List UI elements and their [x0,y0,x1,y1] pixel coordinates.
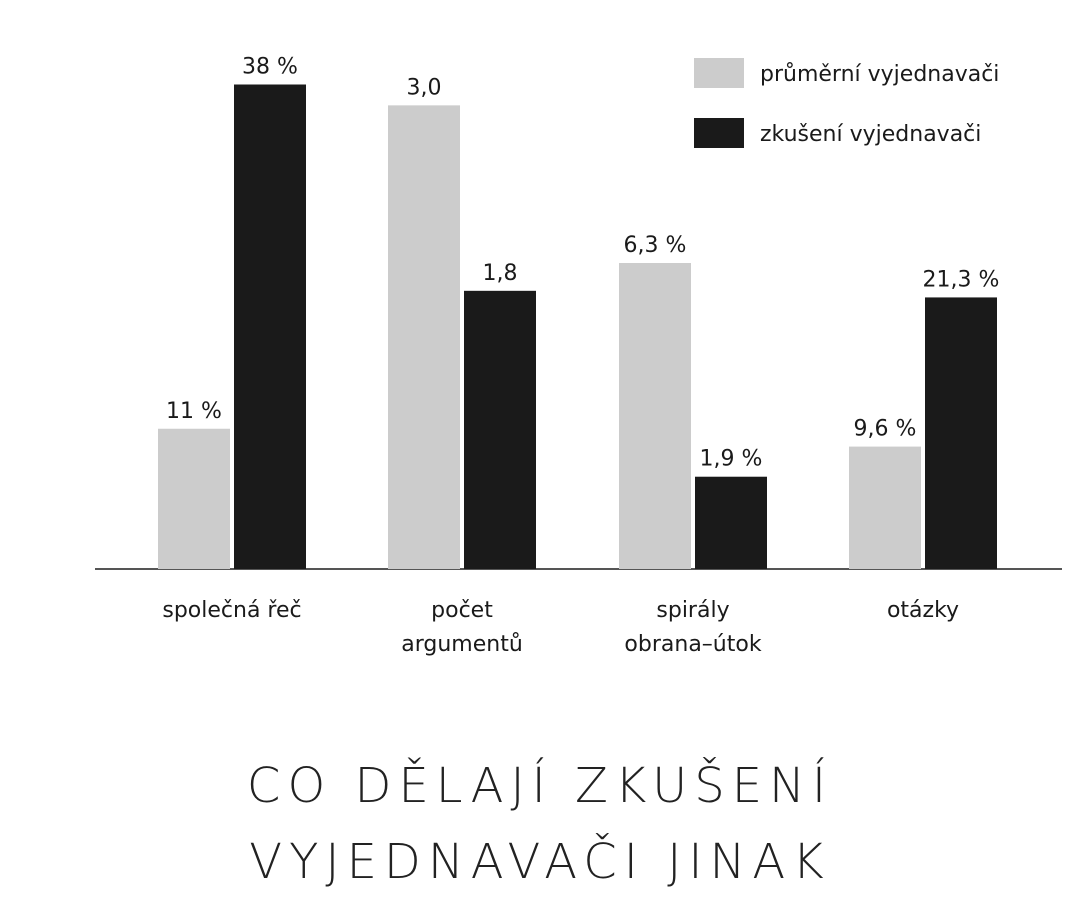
category-label-2-line-1: obrana–útok [624,632,761,657]
category-label-2-line-0: spirály [656,598,729,623]
bar-experienced-1 [464,290,536,569]
data-label-experienced-1: 1,8 [483,261,518,286]
bar-average-2 [619,263,691,569]
data-label-average-1: 3,0 [407,75,442,100]
legend-swatch-average [694,58,744,88]
bar-average-0 [158,428,230,569]
legend-label-experienced: zkušení vyjednavači [760,122,981,147]
category-label-1-line-1: argumentů [401,632,523,657]
bar-experienced-3 [925,297,997,569]
legend-swatch-experienced [694,118,744,148]
data-label-experienced-3: 21,3 % [923,267,1000,292]
chart-title-line-1: CO DĚLAJÍ ZKUŠENÍ [246,758,834,814]
category-label-1-line-0: počet [431,598,493,623]
legend-label-average: průměrní vyjednavači [760,62,999,87]
bar-average-3 [849,446,921,569]
category-label-0-line-0: společná řeč [162,598,301,623]
chart-title-line-2: VYJEDNAVAČI JINAK [249,834,831,890]
category-label-3-line-0: otázky [887,598,959,623]
data-label-average-0: 11 % [166,399,222,424]
bar-experienced-0 [234,84,306,569]
data-label-experienced-2: 1,9 % [700,447,763,472]
data-label-experienced-0: 38 % [242,55,298,80]
bar-average-1 [388,105,460,569]
data-label-average-2: 6,3 % [624,233,687,258]
data-label-average-3: 9,6 % [854,417,917,442]
bar-experienced-2 [695,476,767,569]
